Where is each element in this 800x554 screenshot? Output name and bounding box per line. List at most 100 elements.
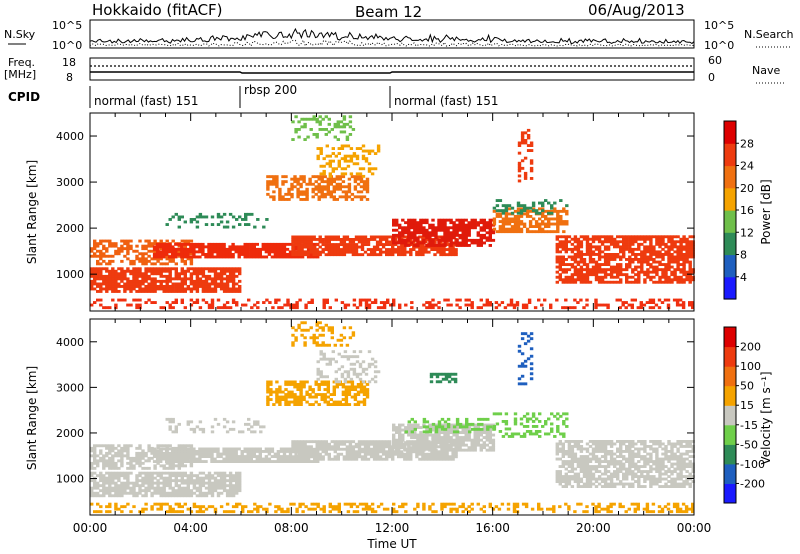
power-cell xyxy=(634,247,638,251)
power-cell xyxy=(464,223,468,227)
power-cell xyxy=(291,250,295,254)
power-cell xyxy=(397,245,401,249)
power-cell xyxy=(519,209,524,213)
velocity-cell xyxy=(129,461,133,465)
velocity-cell xyxy=(437,441,441,445)
power-cell xyxy=(323,187,327,191)
power-cell xyxy=(666,298,671,302)
velocity-cell xyxy=(93,459,97,463)
velocity-cell xyxy=(147,486,151,490)
power-cell xyxy=(652,270,656,274)
velocity-cell xyxy=(430,457,434,461)
power-cell xyxy=(318,240,322,244)
velocity-cell xyxy=(395,426,399,429)
power-cell xyxy=(129,269,133,273)
velocity-cell xyxy=(515,502,520,506)
power-cell xyxy=(585,275,590,279)
velocity-cell xyxy=(255,457,259,461)
velocity-cell xyxy=(174,447,178,451)
power-cell xyxy=(655,270,659,274)
power-cell xyxy=(108,306,112,310)
power-cell xyxy=(561,255,565,259)
velocity-cell xyxy=(105,481,109,485)
velocity-cell xyxy=(144,454,148,458)
velocity-cell xyxy=(449,423,453,427)
power-cell xyxy=(225,279,230,283)
power-cell xyxy=(198,269,203,273)
velocity-cell xyxy=(388,442,392,446)
power-cell xyxy=(339,248,344,251)
power-cell xyxy=(291,138,295,141)
velocity-cell xyxy=(431,438,435,442)
power-cell xyxy=(261,247,265,251)
power-cell xyxy=(210,267,215,271)
velocity-cell xyxy=(96,502,100,506)
power-cell xyxy=(219,287,224,291)
velocity-cell xyxy=(120,484,124,488)
nave-label: Nave xyxy=(752,64,780,77)
power-cell xyxy=(622,245,626,249)
power-cell xyxy=(300,253,304,257)
velocity-cell xyxy=(416,438,420,442)
velocity-cell xyxy=(90,446,94,450)
velocity-cell xyxy=(171,510,175,514)
power-cell xyxy=(670,235,674,239)
power-cell xyxy=(156,287,160,291)
velocity-cell xyxy=(235,476,239,480)
power-cell xyxy=(510,230,515,234)
power-cell xyxy=(661,242,665,246)
power-cell xyxy=(372,248,377,251)
power-cell xyxy=(306,117,310,121)
power-cell xyxy=(132,287,136,291)
velocity-cell xyxy=(321,455,325,459)
power-cell xyxy=(676,240,680,244)
power-cell xyxy=(392,218,396,222)
velocity-cell xyxy=(261,450,265,453)
power-cell xyxy=(643,235,647,239)
cpid-label: CPID xyxy=(8,90,40,104)
power-cell xyxy=(238,279,242,283)
power-cell xyxy=(673,242,677,246)
power-cell xyxy=(501,227,506,231)
power-cell xyxy=(299,198,303,201)
power-cell xyxy=(600,278,605,282)
velocity-cell xyxy=(306,445,310,449)
velocity-cell xyxy=(398,426,402,429)
velocity-cell xyxy=(425,438,429,442)
velocity-cell xyxy=(285,455,290,458)
velocity-cell xyxy=(331,507,335,511)
velocity-cell xyxy=(431,510,435,514)
power-cell xyxy=(117,274,121,278)
power-cell xyxy=(126,285,130,288)
velocity-cell xyxy=(168,460,172,463)
power-cell xyxy=(670,245,674,249)
power-cell xyxy=(277,306,281,310)
velocity-cell xyxy=(306,450,310,454)
power-cell xyxy=(667,253,671,256)
power-cell xyxy=(517,179,522,183)
velocity-cell xyxy=(309,440,313,444)
power-cell xyxy=(561,242,565,246)
power-cell xyxy=(132,262,136,266)
power-cell xyxy=(513,217,518,221)
power-cell xyxy=(296,180,300,184)
velocity-cell xyxy=(111,471,115,475)
power-cell xyxy=(353,175,358,179)
power-cell xyxy=(306,255,311,259)
power-cell xyxy=(688,255,692,259)
power-cell xyxy=(625,268,629,272)
power-cell xyxy=(519,222,524,226)
power-cell xyxy=(294,243,298,246)
power-cell xyxy=(670,273,674,277)
power-cell xyxy=(288,250,293,254)
power-cell xyxy=(406,250,410,254)
power-cell xyxy=(265,298,269,302)
power-cell xyxy=(567,306,571,310)
power-cell xyxy=(613,237,617,241)
velocity-cell xyxy=(410,423,414,427)
velocity-cell xyxy=(309,445,313,449)
power-cell xyxy=(336,122,340,126)
power-cell xyxy=(222,269,227,273)
power-cell xyxy=(624,301,628,304)
velocity-cell xyxy=(147,471,151,475)
